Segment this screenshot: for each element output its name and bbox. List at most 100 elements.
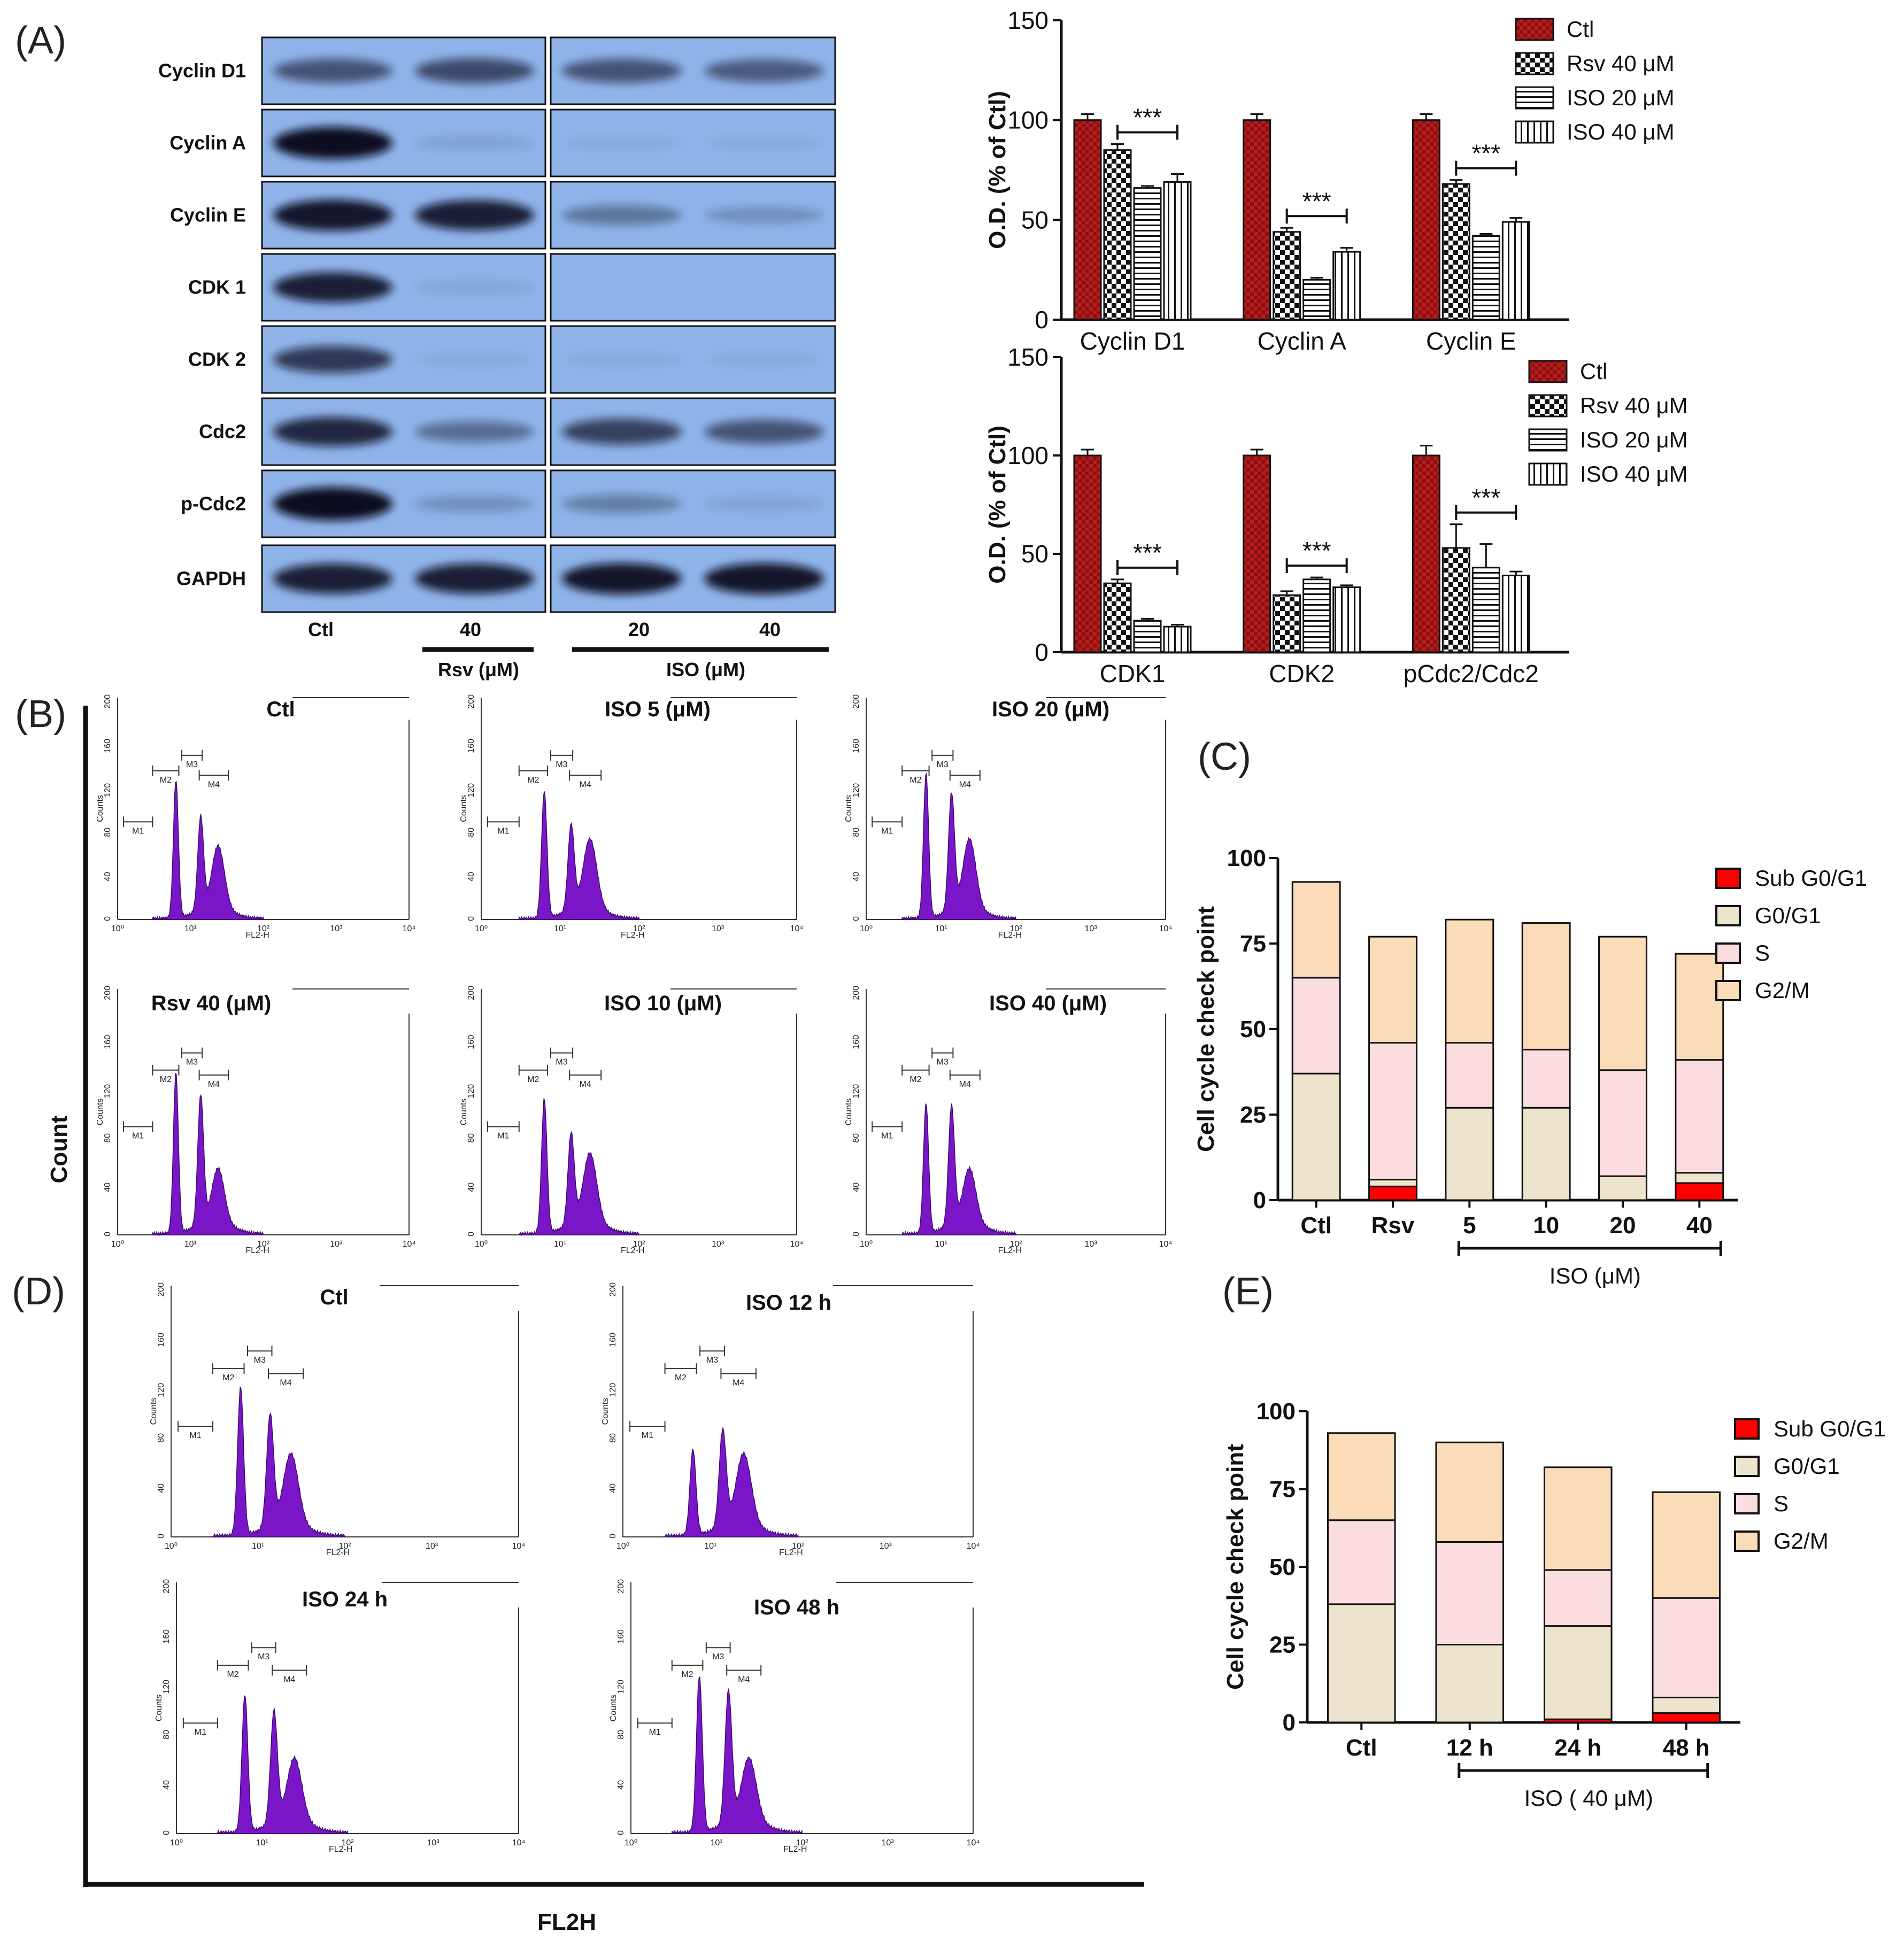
hist-x-tick: 10⁴	[403, 1240, 416, 1249]
hist-x-tick: 10⁰	[475, 924, 488, 933]
blot-band	[273, 272, 392, 302]
blot-band	[704, 497, 823, 512]
hist-y-title: Counts	[96, 1099, 105, 1126]
blot-row-label: Cyclin E	[170, 204, 246, 226]
blot-band	[273, 417, 392, 446]
panel-label-d: (D)	[12, 1270, 65, 1313]
hist-y-tick: 160	[162, 1629, 171, 1644]
hist-y-tick: 40	[852, 1182, 861, 1192]
bar-iso-40-m-cyclin-e	[1502, 222, 1529, 320]
bar-g2-m-5	[1446, 919, 1493, 1042]
gate-label: M4	[738, 1675, 750, 1684]
hist-y-tick: 0	[852, 1232, 861, 1236]
hist-y-tick: 80	[852, 1133, 861, 1143]
gate-label: M4	[208, 780, 220, 789]
bar-g0-g1-10	[1522, 1108, 1570, 1200]
hist-y-tick: 160	[467, 739, 476, 753]
y-tick-label: 100	[1257, 1398, 1296, 1425]
hist-x-tick: 10³	[427, 1838, 440, 1847]
hist-y-title: Counts	[459, 1099, 468, 1126]
blot-band	[562, 59, 681, 83]
bar-iso-20-m-pcdc2-cdc2	[1473, 568, 1499, 652]
legend-swatch-sub-g0-g1	[1735, 1419, 1759, 1439]
x-tick-label: 12 h	[1446, 1735, 1493, 1761]
hist-y-tick: 80	[467, 828, 476, 837]
bar-ctl-cyclin-d1	[1074, 120, 1101, 320]
bar-g2-m-24-h	[1544, 1467, 1612, 1570]
hist-title: ISO 48 h	[754, 1596, 839, 1619]
gate-label: M1	[881, 826, 893, 836]
y-axis-title: O.D. (% of Ctl)	[984, 426, 1011, 584]
hist-x-title: FL2-H	[998, 1246, 1022, 1255]
blot-band	[273, 199, 392, 230]
hist-y-title: Counts	[149, 1398, 158, 1425]
hist-y-tick: 120	[103, 1084, 112, 1099]
hist-title: ISO 12 h	[746, 1291, 831, 1315]
hist-x-tick: 10¹	[935, 1240, 947, 1249]
blot-band	[562, 353, 681, 367]
x-tick-label: Cyclin E	[1426, 327, 1516, 355]
hist-y-title: Counts	[96, 795, 105, 822]
hist-y-tick: 40	[467, 1182, 476, 1192]
hist-x-title: FL2-H	[783, 1845, 807, 1854]
hist-x-title: FL2-H	[998, 931, 1022, 940]
x-tick-label: Ctl	[1346, 1735, 1377, 1761]
legend-swatch-s	[1716, 944, 1740, 963]
hist-y-tick: 160	[157, 1333, 166, 1347]
panel-label-a: (A)	[15, 19, 66, 62]
y-tick-label: 75	[1269, 1477, 1296, 1503]
y-tick-label: 50	[1021, 206, 1049, 234]
x-tick-label: 5	[1463, 1212, 1476, 1239]
bar-ctl-cyclin-e	[1413, 120, 1439, 320]
hist-histogram	[218, 1696, 348, 1834]
stacked-bar-time: 0 25 50 75 100 Cell cycle check point Ctl 12 h 2…	[1222, 1398, 1886, 1811]
hist-y-tick: 200	[157, 1282, 166, 1297]
hist-y-title: Counts	[601, 1398, 610, 1425]
bar-g2-m-12-h	[1436, 1442, 1504, 1542]
hist-y-tick: 40	[616, 1780, 626, 1790]
hist-y-tick: 0	[608, 1534, 618, 1539]
gate-label: M1	[497, 1132, 509, 1141]
hist-x-tick: 10⁰	[170, 1838, 183, 1847]
gate-label: M1	[649, 1728, 661, 1737]
hist-y-tick: 40	[608, 1483, 618, 1493]
significance-label: ***	[1471, 140, 1500, 167]
bar-g2-m-ctl	[1328, 1433, 1395, 1520]
bar-g0-g1-5	[1446, 1108, 1493, 1200]
bar-s-12-h	[1436, 1542, 1504, 1644]
fl2h-label: FL2H	[537, 1909, 596, 1935]
y-axis-title: Cell cycle check point	[1193, 906, 1219, 1152]
bar-g2-m-rsv	[1369, 937, 1417, 1042]
bar-ctl-pcdc2-cdc2	[1413, 455, 1439, 652]
blot-lane-label: Ctl	[308, 619, 334, 640]
hist-x-tick: 10⁰	[616, 1542, 629, 1551]
hist-y-tick: 160	[608, 1333, 618, 1347]
bar-rsv-40-m-cyclin-e	[1443, 184, 1469, 320]
hist-x-tick: 10⁴	[512, 1542, 526, 1551]
hist-y-tick: 80	[162, 1730, 171, 1740]
hist-title: ISO 10 (μM)	[604, 992, 722, 1015]
hist-x-tick: 10⁴	[1159, 924, 1173, 933]
blot-row-label: CDK 1	[188, 276, 246, 298]
legend-swatch-rsv-40-m	[1516, 53, 1553, 74]
blot-band	[562, 419, 681, 445]
bar-g2-m-ctl	[1292, 882, 1340, 978]
bar-g0-g1-40	[1676, 1173, 1723, 1183]
hist-histogram	[152, 1073, 263, 1235]
gate-label: M1	[189, 1431, 201, 1440]
bar-g2-m-40	[1676, 954, 1723, 1060]
blot-band	[415, 353, 534, 367]
bar-iso-20-m-cdk2	[1304, 579, 1330, 652]
hist-title: ISO 24 h	[302, 1588, 388, 1611]
y-tick-label: 150	[1007, 343, 1049, 371]
x-tick-label: 20	[1610, 1212, 1636, 1239]
hist-x-tick: 10⁴	[790, 924, 804, 933]
hist-y-title: Counts	[844, 795, 853, 822]
legend-label: G2/M	[1755, 978, 1810, 1003]
legend-swatch-iso-20-m	[1516, 87, 1553, 109]
blot-band	[415, 421, 534, 442]
hist-y-tick: 0	[616, 1830, 626, 1835]
hist-x-tick: 10¹	[184, 924, 197, 933]
legend-label: Ctl	[1580, 359, 1607, 384]
bar-iso-20-m-cdk1	[1134, 621, 1161, 652]
